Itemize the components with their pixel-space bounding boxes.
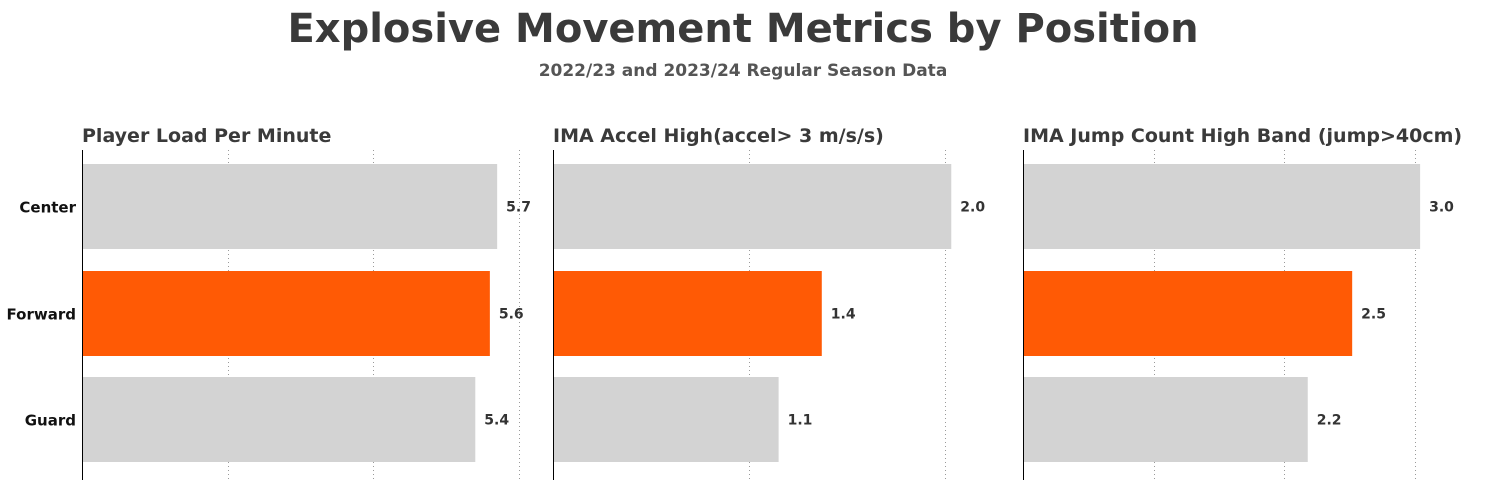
bar-guard bbox=[553, 377, 779, 462]
bar-forward bbox=[1023, 271, 1353, 356]
panel-ima-jump-count-high: IMA Jump Count High Band (jump>40cm) 3.0… bbox=[1023, 125, 1462, 480]
bar-center bbox=[553, 164, 952, 249]
bar-center bbox=[1023, 164, 1421, 249]
value-label-forward: 5.6 bbox=[499, 307, 524, 323]
value-label-center: 3.0 bbox=[1429, 200, 1454, 216]
bar-guard bbox=[1023, 377, 1308, 462]
bar-center bbox=[82, 164, 498, 249]
category-label-forward: Forward bbox=[7, 306, 76, 324]
chart-title: Explosive Movement Metrics by Position bbox=[287, 6, 1198, 52]
value-label-forward: 1.4 bbox=[831, 307, 856, 323]
category-label-guard: Guard bbox=[25, 412, 76, 430]
panel-title: IMA Jump Count High Band (jump>40cm) bbox=[1023, 125, 1462, 147]
value-label-guard: 5.4 bbox=[484, 413, 509, 429]
panel-title: Player Load Per Minute bbox=[82, 125, 331, 147]
category-label-center: Center bbox=[19, 199, 76, 217]
value-label-center: 5.7 bbox=[506, 200, 531, 216]
value-label-center: 2.0 bbox=[960, 200, 985, 216]
panel-ima-accel-high: IMA Accel High(accel> 3 m/s/s) 2.0 1.4 1.1 bbox=[553, 125, 985, 480]
bar-forward bbox=[553, 271, 822, 356]
value-label-forward: 2.5 bbox=[1361, 307, 1386, 323]
value-label-guard: 2.2 bbox=[1317, 413, 1342, 429]
bar-guard bbox=[82, 377, 476, 462]
panel-title: IMA Accel High(accel> 3 m/s/s) bbox=[553, 125, 884, 147]
value-label-guard: 1.1 bbox=[788, 413, 813, 429]
panel-player-load: Player Load Per Minute 5.7 Center 5.6 Forwa… bbox=[7, 125, 531, 480]
bar-forward bbox=[82, 271, 490, 356]
chart-subtitle: 2022/23 and 2023/24 Regular Season Data bbox=[539, 61, 948, 81]
